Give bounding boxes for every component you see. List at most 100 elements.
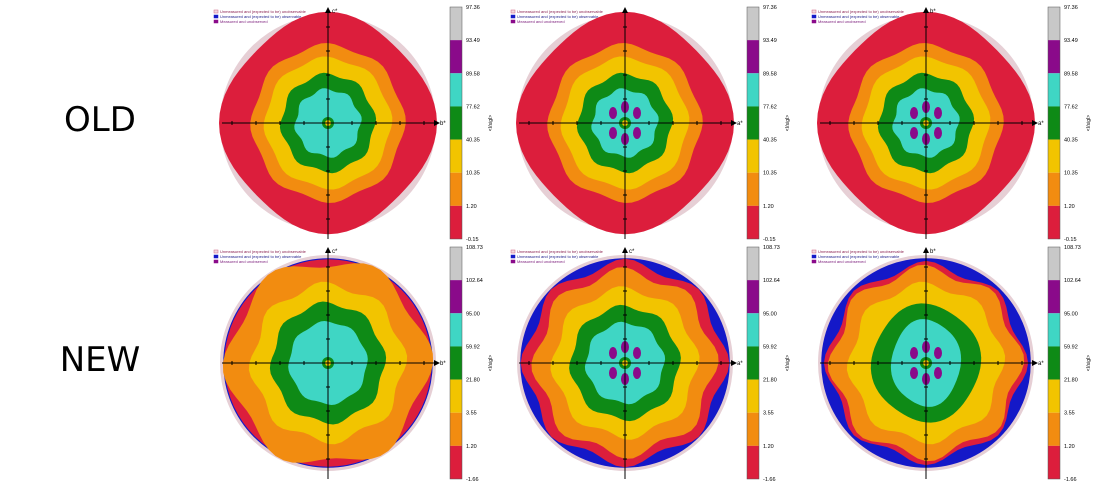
scale-tick-label: 77.62	[763, 104, 777, 110]
legend-swatch	[213, 249, 219, 254]
scale-axis-label: <I/sigI>	[1086, 115, 1092, 131]
scale-tick-label: 102.64	[763, 278, 780, 284]
scale-tick-label: 1.20	[1064, 204, 1075, 210]
scale-tick-label: 10.35	[763, 171, 777, 177]
scale-band-purple	[1048, 40, 1060, 74]
legend-label: Unmeasured and (expected to be) unobserv…	[220, 9, 307, 14]
legend-swatch	[510, 14, 516, 19]
legend-label: Unmeasured and (expected to be) unobserv…	[220, 249, 307, 254]
legend-swatch	[213, 9, 219, 14]
legend-label: Unmeasured and (expected to be) observab…	[818, 14, 900, 19]
color-scale: 97.36 93.49 89.58 77.62 40.35 10.35 1.20 -0.15 <…	[1047, 5, 1092, 243]
purple-patch	[633, 347, 641, 359]
legend-swatch	[213, 19, 219, 24]
scale-band-red	[747, 205, 759, 239]
completeness-plot-old-1: c* b* Unmeasured and (expected to be) unob…	[208, 3, 508, 243]
scale-band-red	[450, 205, 462, 239]
scale-band-grey	[747, 247, 759, 281]
scale-tick-label: 1.20	[763, 204, 774, 210]
vertical-axis-arrow	[923, 247, 929, 253]
scale-tick-label: 21.80	[763, 378, 777, 384]
legend-label: Unmeasured and (expected to be) unobserv…	[517, 249, 604, 254]
scale-band-purple	[450, 280, 462, 314]
legend-swatch	[510, 254, 516, 259]
color-scale: 108.73 102.64 95.00 59.92 21.80 3.55 1.20 -1.66…	[746, 245, 791, 483]
legend: Unmeasured and (expected to be) unobserv…	[510, 9, 604, 24]
legend-label: Measured and unobserved	[818, 259, 866, 264]
completeness-plot-old-3: b* a* Unmeasured and (expected to be) unob…	[806, 3, 1106, 243]
scale-tick-label: 40.35	[763, 138, 777, 144]
scale-tick-label: 77.62	[466, 104, 480, 110]
horizontal-axis-arrow	[1032, 120, 1038, 126]
completeness-plot-new-2: c* a* Unmeasured and (expected to be) unob…	[505, 243, 805, 483]
legend-label: Measured and unobserved	[517, 259, 565, 264]
scale-band-grey	[450, 7, 462, 41]
scale-band-yellow	[1048, 139, 1060, 173]
scale-band-purple	[1048, 280, 1060, 314]
scale-tick-label: -0.15	[763, 237, 776, 243]
horizontal-axis-label: a*	[737, 361, 743, 367]
scale-band-green	[1048, 346, 1060, 380]
scale-band-orange	[1048, 412, 1060, 446]
scale-tick-label: 40.35	[466, 138, 480, 144]
scale-tick-label: 40.35	[1064, 138, 1078, 144]
scale-tick-label: 59.92	[763, 344, 777, 350]
legend: Unmeasured and (expected to be) unobserv…	[811, 9, 905, 24]
horizontal-axis-arrow	[434, 120, 440, 126]
legend-swatch	[510, 9, 516, 14]
purple-patch	[633, 367, 641, 379]
completeness-plot-new-3: b* a* Unmeasured and (expected to be) unob…	[806, 243, 1106, 483]
scale-tick-label: 95.00	[466, 311, 480, 317]
horizontal-axis-label: b*	[440, 361, 446, 367]
scale-band-yellow	[450, 139, 462, 173]
horizontal-axis-label: b*	[440, 121, 446, 127]
vertical-axis-arrow	[622, 7, 628, 13]
legend-label: Unmeasured and (expected to be) observab…	[220, 254, 302, 259]
purple-patch	[934, 127, 942, 139]
legend-swatch	[510, 19, 516, 24]
scale-band-yellow	[1048, 379, 1060, 413]
scale-tick-label: 102.64	[1064, 278, 1081, 284]
scale-tick-label: 108.73	[466, 245, 483, 251]
legend-label: Measured and unobserved	[818, 19, 866, 24]
legend-label: Unmeasured and (expected to be) observab…	[220, 14, 302, 19]
scale-band-orange	[450, 412, 462, 446]
horizontal-axis-arrow	[731, 360, 737, 366]
scale-band-red	[747, 445, 759, 479]
scale-tick-label: 1.20	[763, 444, 774, 450]
purple-patch	[934, 347, 942, 359]
scale-frame	[746, 246, 760, 480]
scale-band-purple	[747, 40, 759, 74]
horizontal-axis-arrow	[1032, 360, 1038, 366]
purple-patch	[910, 107, 918, 119]
scale-band-orange	[747, 172, 759, 206]
legend-swatch	[811, 19, 817, 24]
scale-tick-label: -0.15	[1064, 237, 1077, 243]
scale-tick-label: 3.55	[763, 411, 774, 417]
scale-axis-label: <I/sigI>	[785, 355, 791, 371]
legend-swatch	[510, 249, 516, 254]
vertical-axis-arrow	[622, 247, 628, 253]
scale-band-orange	[450, 172, 462, 206]
scale-band-grey	[450, 247, 462, 281]
vertical-axis-arrow	[325, 247, 331, 253]
color-scale: 97.36 93.49 89.58 77.62 40.35 10.35 1.20 -0.15 <…	[746, 5, 791, 243]
legend: Unmeasured and (expected to be) unobserv…	[510, 249, 604, 264]
purple-patch	[934, 367, 942, 379]
scale-tick-label: 1.20	[1064, 444, 1075, 450]
legend-label: Unmeasured and (expected to be) unobserv…	[818, 249, 905, 254]
scale-band-purple	[450, 40, 462, 74]
vertical-axis-label: b*	[930, 249, 936, 255]
legend-swatch	[811, 14, 817, 19]
scale-tick-label: 97.36	[1064, 5, 1078, 11]
scale-band-cyan	[450, 73, 462, 107]
scale-band-yellow	[450, 379, 462, 413]
legend-swatch	[213, 254, 219, 259]
legend: Unmeasured and (expected to be) unobserv…	[213, 9, 307, 24]
scale-tick-label: 10.35	[466, 171, 480, 177]
scale-band-green	[450, 106, 462, 140]
purple-patch	[633, 127, 641, 139]
scale-frame	[449, 6, 463, 240]
scale-band-orange	[1048, 172, 1060, 206]
scale-tick-label: 97.36	[763, 5, 777, 11]
